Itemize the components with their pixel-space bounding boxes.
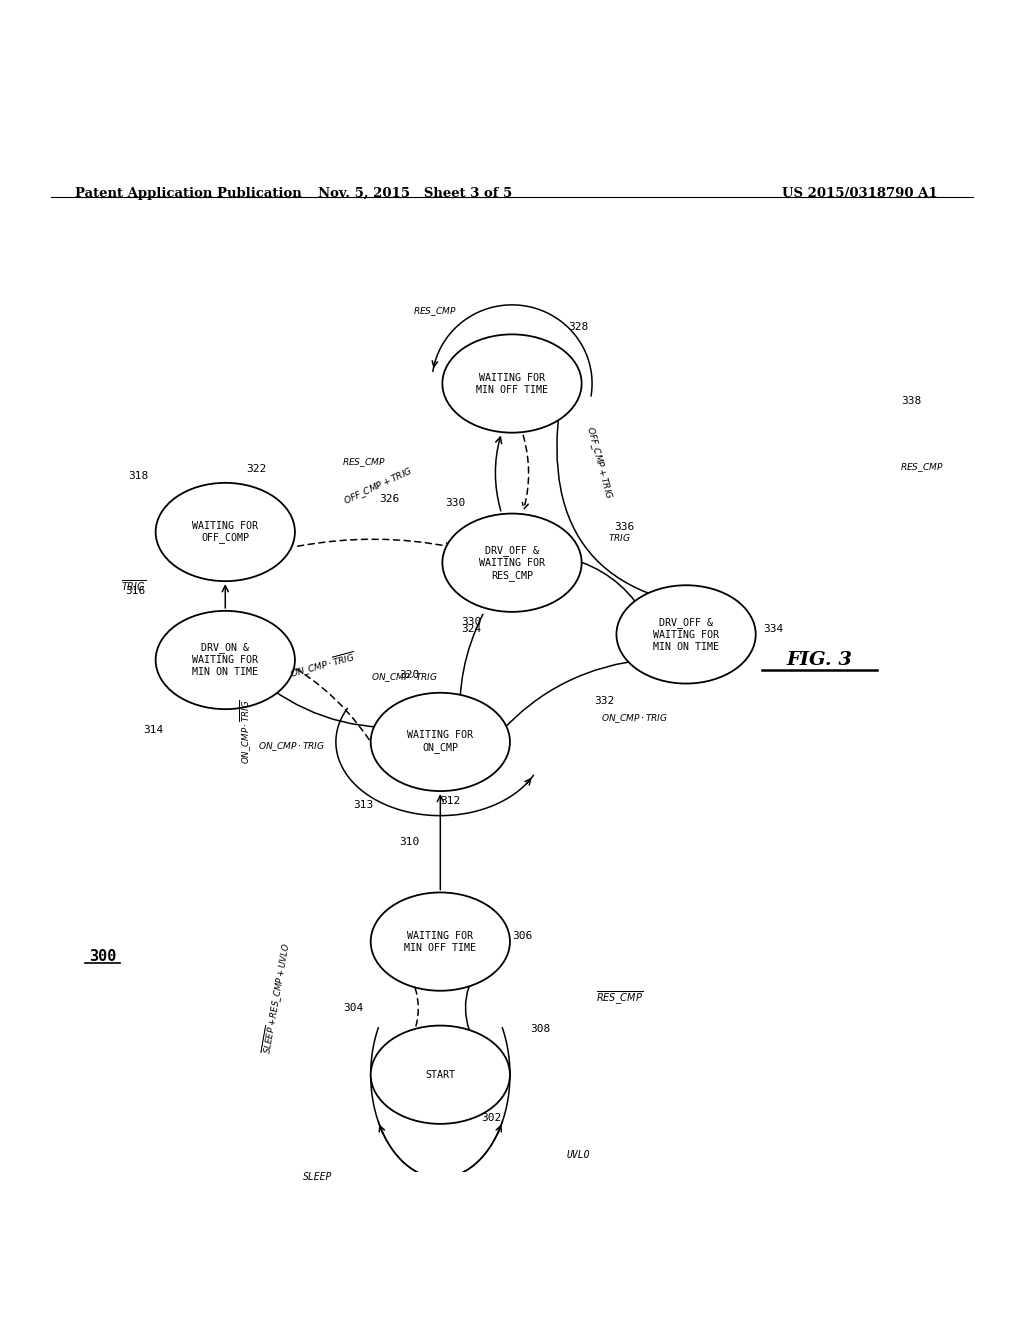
Text: 336: 336 (614, 521, 635, 532)
Text: FIG. 3: FIG. 3 (786, 651, 852, 669)
Text: Patent Application Publication: Patent Application Publication (75, 187, 301, 199)
Text: SLEEP: SLEEP (303, 1172, 332, 1183)
Text: $\overline{SLEEP}+RES\_CMP+UVLO$: $\overline{SLEEP}+RES\_CMP+UVLO$ (259, 941, 294, 1055)
Text: START: START (425, 1069, 456, 1080)
FancyArrowPatch shape (522, 436, 528, 510)
Ellipse shape (156, 483, 295, 581)
FancyArrowPatch shape (298, 539, 452, 549)
Text: 302: 302 (481, 1113, 502, 1123)
FancyArrowPatch shape (264, 652, 369, 739)
Ellipse shape (371, 1026, 510, 1123)
Text: 310: 310 (399, 837, 420, 846)
Text: 324: 324 (461, 624, 481, 635)
Ellipse shape (442, 513, 582, 612)
FancyArrowPatch shape (222, 586, 228, 609)
Text: DRV_ON &
WAITING FOR
MIN ON TIME: DRV_ON & WAITING FOR MIN ON TIME (193, 643, 258, 677)
Text: 313: 313 (353, 800, 374, 810)
Text: DRV_OFF &
WAITING FOR
RES_CMP: DRV_OFF & WAITING FOR RES_CMP (479, 545, 545, 581)
Text: 304: 304 (343, 1003, 364, 1014)
Text: $ON\_CMP \cdot \overline{TRIG}$: $ON\_CMP \cdot \overline{TRIG}$ (239, 700, 253, 764)
Text: $\overline{TRIG}$: $\overline{TRIG}$ (121, 578, 145, 593)
Text: 300: 300 (89, 949, 116, 965)
Text: Nov. 5, 2015   Sheet 3 of 5: Nov. 5, 2015 Sheet 3 of 5 (317, 187, 512, 199)
Text: 320: 320 (399, 671, 420, 680)
Text: $RES\_CMP$: $RES\_CMP$ (900, 462, 943, 474)
Ellipse shape (371, 892, 510, 991)
Text: 330: 330 (445, 499, 466, 508)
FancyArrowPatch shape (496, 437, 502, 511)
Ellipse shape (156, 611, 295, 709)
Text: 312: 312 (440, 796, 461, 807)
Ellipse shape (371, 693, 510, 791)
Text: $RES\_CMP$: $RES\_CMP$ (342, 457, 385, 469)
Text: WAITING FOR
ON_CMP: WAITING FOR ON_CMP (408, 730, 473, 754)
Text: 330: 330 (461, 618, 481, 627)
FancyArrowPatch shape (255, 677, 401, 731)
Text: $ON\_CMP \cdot TRIG$: $ON\_CMP \cdot TRIG$ (601, 713, 669, 725)
FancyArrowPatch shape (499, 659, 648, 734)
Text: WAITING FOR
MIN OFF TIME: WAITING FOR MIN OFF TIME (476, 372, 548, 395)
Text: $\overline{RES\_CMP}$: $\overline{RES\_CMP}$ (596, 989, 643, 1007)
Text: WAITING FOR
OFF_COMP: WAITING FOR OFF_COMP (193, 520, 258, 544)
Text: 326: 326 (379, 494, 399, 504)
Text: US 2015/0318790 A1: US 2015/0318790 A1 (782, 187, 938, 199)
Ellipse shape (442, 334, 582, 433)
Text: 334: 334 (763, 624, 783, 635)
Text: UVLO: UVLO (567, 1150, 590, 1159)
Text: $ON\_CMP \cdot \overline{TRIG}$: $ON\_CMP \cdot \overline{TRIG}$ (288, 649, 357, 681)
Text: 328: 328 (568, 322, 589, 333)
FancyArrowPatch shape (457, 614, 483, 727)
Text: $OFF\_CMP+TRIG$: $OFF\_CMP+TRIG$ (583, 425, 615, 502)
Text: 332: 332 (594, 696, 614, 706)
FancyArrowPatch shape (556, 403, 732, 610)
FancyArrowPatch shape (570, 558, 642, 611)
Text: 308: 308 (530, 1023, 551, 1034)
Text: 306: 306 (512, 932, 532, 941)
Text: 318: 318 (128, 471, 148, 480)
FancyArrowPatch shape (466, 965, 480, 1053)
Text: 314: 314 (143, 725, 164, 735)
Text: 338: 338 (901, 396, 922, 407)
Text: $TRIG$: $TRIG$ (608, 532, 631, 543)
Text: $ON\_CMP \cdot TRIG$: $ON\_CMP \cdot TRIG$ (371, 672, 438, 684)
Text: $ON\_CMP \cdot TRIG$: $ON\_CMP \cdot TRIG$ (258, 741, 326, 754)
Text: $OFF\_CMP+TRIG$: $OFF\_CMP+TRIG$ (342, 465, 416, 508)
Text: DRV_OFF &
WAITING FOR
MIN ON TIME: DRV_OFF & WAITING FOR MIN ON TIME (653, 616, 719, 652)
Text: $RES\_CMP$: $RES\_CMP$ (414, 305, 457, 318)
Ellipse shape (616, 585, 756, 684)
FancyArrowPatch shape (407, 969, 419, 1047)
FancyArrowPatch shape (437, 796, 443, 890)
Text: 316: 316 (125, 586, 145, 597)
Text: 322: 322 (246, 463, 266, 474)
Text: WAITING FOR
MIN OFF TIME: WAITING FOR MIN OFF TIME (404, 931, 476, 953)
